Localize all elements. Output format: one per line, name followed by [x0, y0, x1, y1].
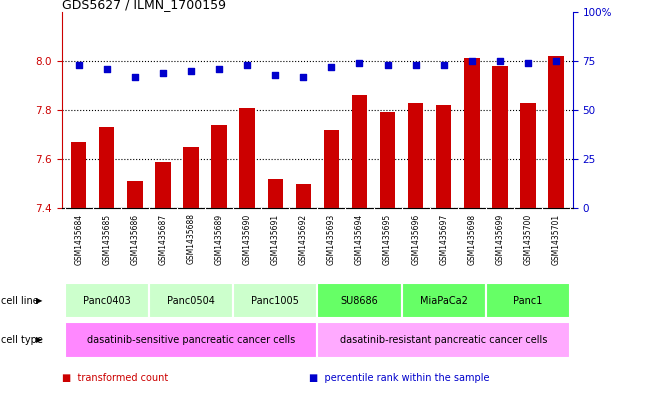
Bar	[212, 125, 227, 393]
Point	[354, 60, 365, 66]
Bar	[64, 322, 317, 358]
Bar	[233, 283, 317, 318]
Bar	[324, 130, 339, 393]
Text: GSM1435701: GSM1435701	[551, 213, 561, 264]
Text: GSM1435689: GSM1435689	[215, 213, 223, 264]
Point	[326, 64, 337, 70]
Point	[382, 62, 393, 68]
Point	[270, 72, 281, 78]
Bar	[402, 283, 486, 318]
Point	[214, 66, 225, 72]
Text: GSM1435685: GSM1435685	[102, 213, 111, 264]
Text: GSM1435690: GSM1435690	[243, 213, 252, 264]
Bar	[155, 162, 171, 393]
Point	[186, 68, 196, 74]
Bar	[296, 184, 311, 393]
Bar	[240, 108, 255, 393]
Bar	[127, 181, 143, 393]
Point	[242, 62, 253, 68]
Text: cell line: cell line	[1, 296, 39, 306]
Point	[467, 58, 477, 64]
Text: GSM1435699: GSM1435699	[495, 213, 505, 264]
Point	[523, 60, 533, 66]
Point	[158, 70, 168, 76]
Point	[74, 62, 84, 68]
Text: GSM1435688: GSM1435688	[186, 213, 195, 264]
Bar	[149, 283, 233, 318]
Text: GSM1435700: GSM1435700	[523, 213, 533, 264]
Point	[102, 66, 112, 72]
Point	[130, 73, 140, 80]
Bar	[408, 103, 423, 393]
Text: GSM1435691: GSM1435691	[271, 213, 280, 264]
Bar	[436, 105, 451, 393]
Text: ■  transformed count: ■ transformed count	[62, 373, 168, 383]
Text: dasatinib-resistant pancreatic cancer cells: dasatinib-resistant pancreatic cancer ce…	[340, 335, 547, 345]
Text: dasatinib-sensitive pancreatic cancer cells: dasatinib-sensitive pancreatic cancer ce…	[87, 335, 295, 345]
Point	[439, 62, 449, 68]
Text: cell type: cell type	[1, 335, 43, 345]
Text: GDS5627 / ILMN_1700159: GDS5627 / ILMN_1700159	[62, 0, 226, 11]
Point	[410, 62, 421, 68]
Bar	[71, 142, 87, 393]
Text: GSM1435684: GSM1435684	[74, 213, 83, 264]
Text: ▶: ▶	[36, 296, 43, 305]
Text: GSM1435692: GSM1435692	[299, 213, 308, 264]
Text: GSM1435694: GSM1435694	[355, 213, 364, 264]
Text: GSM1435693: GSM1435693	[327, 213, 336, 264]
Text: MiaPaCa2: MiaPaCa2	[420, 296, 467, 306]
Text: SU8686: SU8686	[340, 296, 378, 306]
Point	[495, 58, 505, 64]
Bar	[548, 56, 564, 393]
Bar	[520, 103, 536, 393]
Bar	[64, 283, 149, 318]
Bar	[464, 59, 480, 393]
Bar	[317, 283, 402, 318]
Text: GSM1435686: GSM1435686	[130, 213, 139, 264]
Text: Panc1005: Panc1005	[251, 296, 299, 306]
Bar	[486, 283, 570, 318]
Text: GSM1435695: GSM1435695	[383, 213, 392, 264]
Text: GSM1435697: GSM1435697	[439, 213, 449, 264]
Bar	[352, 95, 367, 393]
Text: Panc1: Panc1	[513, 296, 543, 306]
Text: Panc0504: Panc0504	[167, 296, 215, 306]
Bar	[317, 322, 570, 358]
Bar	[268, 179, 283, 393]
Text: GSM1435687: GSM1435687	[158, 213, 167, 264]
Text: GSM1435696: GSM1435696	[411, 213, 420, 264]
Text: Panc0403: Panc0403	[83, 296, 131, 306]
Bar	[184, 147, 199, 393]
Point	[298, 73, 309, 80]
Text: ▶: ▶	[36, 336, 43, 344]
Text: ■  percentile rank within the sample: ■ percentile rank within the sample	[309, 373, 490, 383]
Bar	[492, 66, 508, 393]
Bar	[99, 127, 115, 393]
Point	[551, 58, 561, 64]
Bar	[380, 112, 395, 393]
Text: GSM1435698: GSM1435698	[467, 213, 477, 264]
